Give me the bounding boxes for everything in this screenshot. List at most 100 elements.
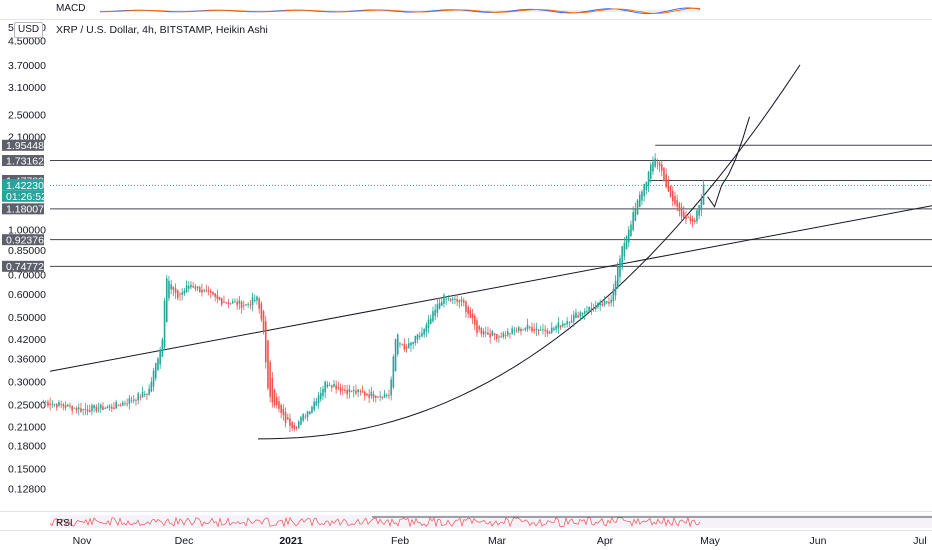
candle-body: [432, 311, 434, 322]
candle-body: [500, 336, 502, 338]
candle-body: [337, 387, 340, 389]
price-badge: [2, 155, 44, 167]
projection-line[interactable]: [707, 116, 750, 208]
candle-body: [656, 162, 659, 164]
candle-body: [77, 407, 80, 410]
candle-body: [480, 327, 483, 334]
macd-indicator-label[interactable]: MACD: [56, 3, 86, 14]
candle-body: [326, 384, 329, 387]
candle-body: [196, 286, 199, 288]
candle-body: [75, 408, 78, 411]
candle-body: [645, 181, 648, 190]
candle-body: [88, 410, 91, 413]
candle-body: [295, 426, 298, 429]
candle-body: [289, 418, 291, 426]
candle-body: [275, 397, 278, 406]
candle-body: [621, 246, 623, 268]
candle-body: [671, 191, 674, 202]
candle-body: [663, 167, 665, 182]
candle-body: [47, 401, 49, 406]
candle-body: [399, 343, 401, 345]
rsi-indicator-label[interactable]: RSI: [56, 518, 73, 529]
candle-body: [469, 310, 472, 318]
candle-body: [687, 217, 689, 218]
horizontal-levels[interactable]: [50, 144, 932, 267]
price-tick-label: 0.25000: [8, 399, 46, 411]
candle-body: [700, 199, 703, 211]
candle-body: [526, 324, 529, 330]
rsi-pane[interactable]: [49, 515, 932, 528]
candle-body: [473, 315, 476, 325]
candle-body: [616, 266, 619, 288]
candle-body: [198, 287, 201, 293]
candle-body: [638, 194, 641, 208]
candle-body: [64, 405, 67, 408]
price-badge-label: 1.73162: [6, 155, 44, 167]
candle-body: [451, 298, 454, 300]
candle-body: [361, 391, 364, 393]
projection-path[interactable]: [707, 116, 750, 208]
candle-body: [557, 322, 560, 328]
candle-body: [482, 330, 485, 335]
candle-body: [165, 278, 168, 323]
candle-body: [333, 384, 335, 387]
candle-body: [495, 334, 498, 340]
candle-body: [315, 401, 318, 406]
candle-body: [467, 306, 469, 314]
candle-body: [623, 242, 626, 257]
price-tick-label: 2.50000: [8, 109, 46, 121]
candle-body: [240, 301, 243, 308]
candle-body: [247, 304, 249, 306]
candle-body: [429, 318, 432, 324]
candle-body: [588, 306, 590, 312]
candle-body: [121, 402, 124, 406]
candle-body: [539, 329, 542, 331]
candle-body: [322, 388, 324, 397]
candle-body: [291, 422, 293, 429]
candle-body: [271, 378, 274, 403]
candle-body: [368, 394, 370, 398]
candle-body: [577, 315, 579, 318]
candle-body: [572, 314, 575, 322]
straight-trend-line[interactable]: [49, 205, 932, 372]
candle-body: [581, 312, 584, 315]
candle-body: [66, 404, 69, 407]
candle-body: [641, 191, 643, 201]
parabolic-support-curve[interactable]: [257, 64, 801, 440]
candle-body: [471, 313, 474, 318]
time-tick-label: Jun: [810, 535, 827, 547]
time-axis[interactable]: Nov Dec 2021 Feb Mar Apr May Jun Jul: [73, 535, 927, 547]
candle-body: [102, 406, 104, 411]
candle-body: [425, 324, 428, 332]
candlestick-series: [42, 153, 705, 433]
candle-body: [608, 302, 610, 304]
candle-body: [49, 403, 51, 406]
currency-selector[interactable]: USD: [14, 22, 44, 38]
price-tick-label: 3.70000: [8, 60, 46, 72]
candle-body: [511, 328, 513, 334]
candle-body: [234, 301, 236, 303]
candle-body: [117, 405, 120, 406]
candle-body: [619, 258, 621, 277]
candle-body: [491, 331, 494, 336]
candle-body: [183, 290, 186, 294]
candle-body: [462, 300, 465, 303]
candle-body: [249, 304, 252, 306]
candle-body: [665, 174, 667, 187]
candle-body: [515, 330, 518, 332]
candle-body: [176, 290, 179, 299]
price-axis[interactable]: 5.000004.500003.700003.100002.500002.100…: [8, 22, 46, 496]
candle-body: [643, 183, 645, 197]
price-tick-label: 0.15000: [8, 464, 46, 476]
candle-body: [506, 331, 509, 336]
candle-body: [434, 309, 436, 317]
candle-body: [130, 400, 133, 402]
candle-body: [423, 329, 425, 335]
candle-body: [161, 339, 164, 357]
macd-pane[interactable]: [99, 7, 701, 15]
candle-body: [348, 389, 351, 393]
candle-body: [601, 303, 604, 306]
candle-body: [487, 332, 489, 335]
trend-lines[interactable]: [49, 64, 932, 440]
